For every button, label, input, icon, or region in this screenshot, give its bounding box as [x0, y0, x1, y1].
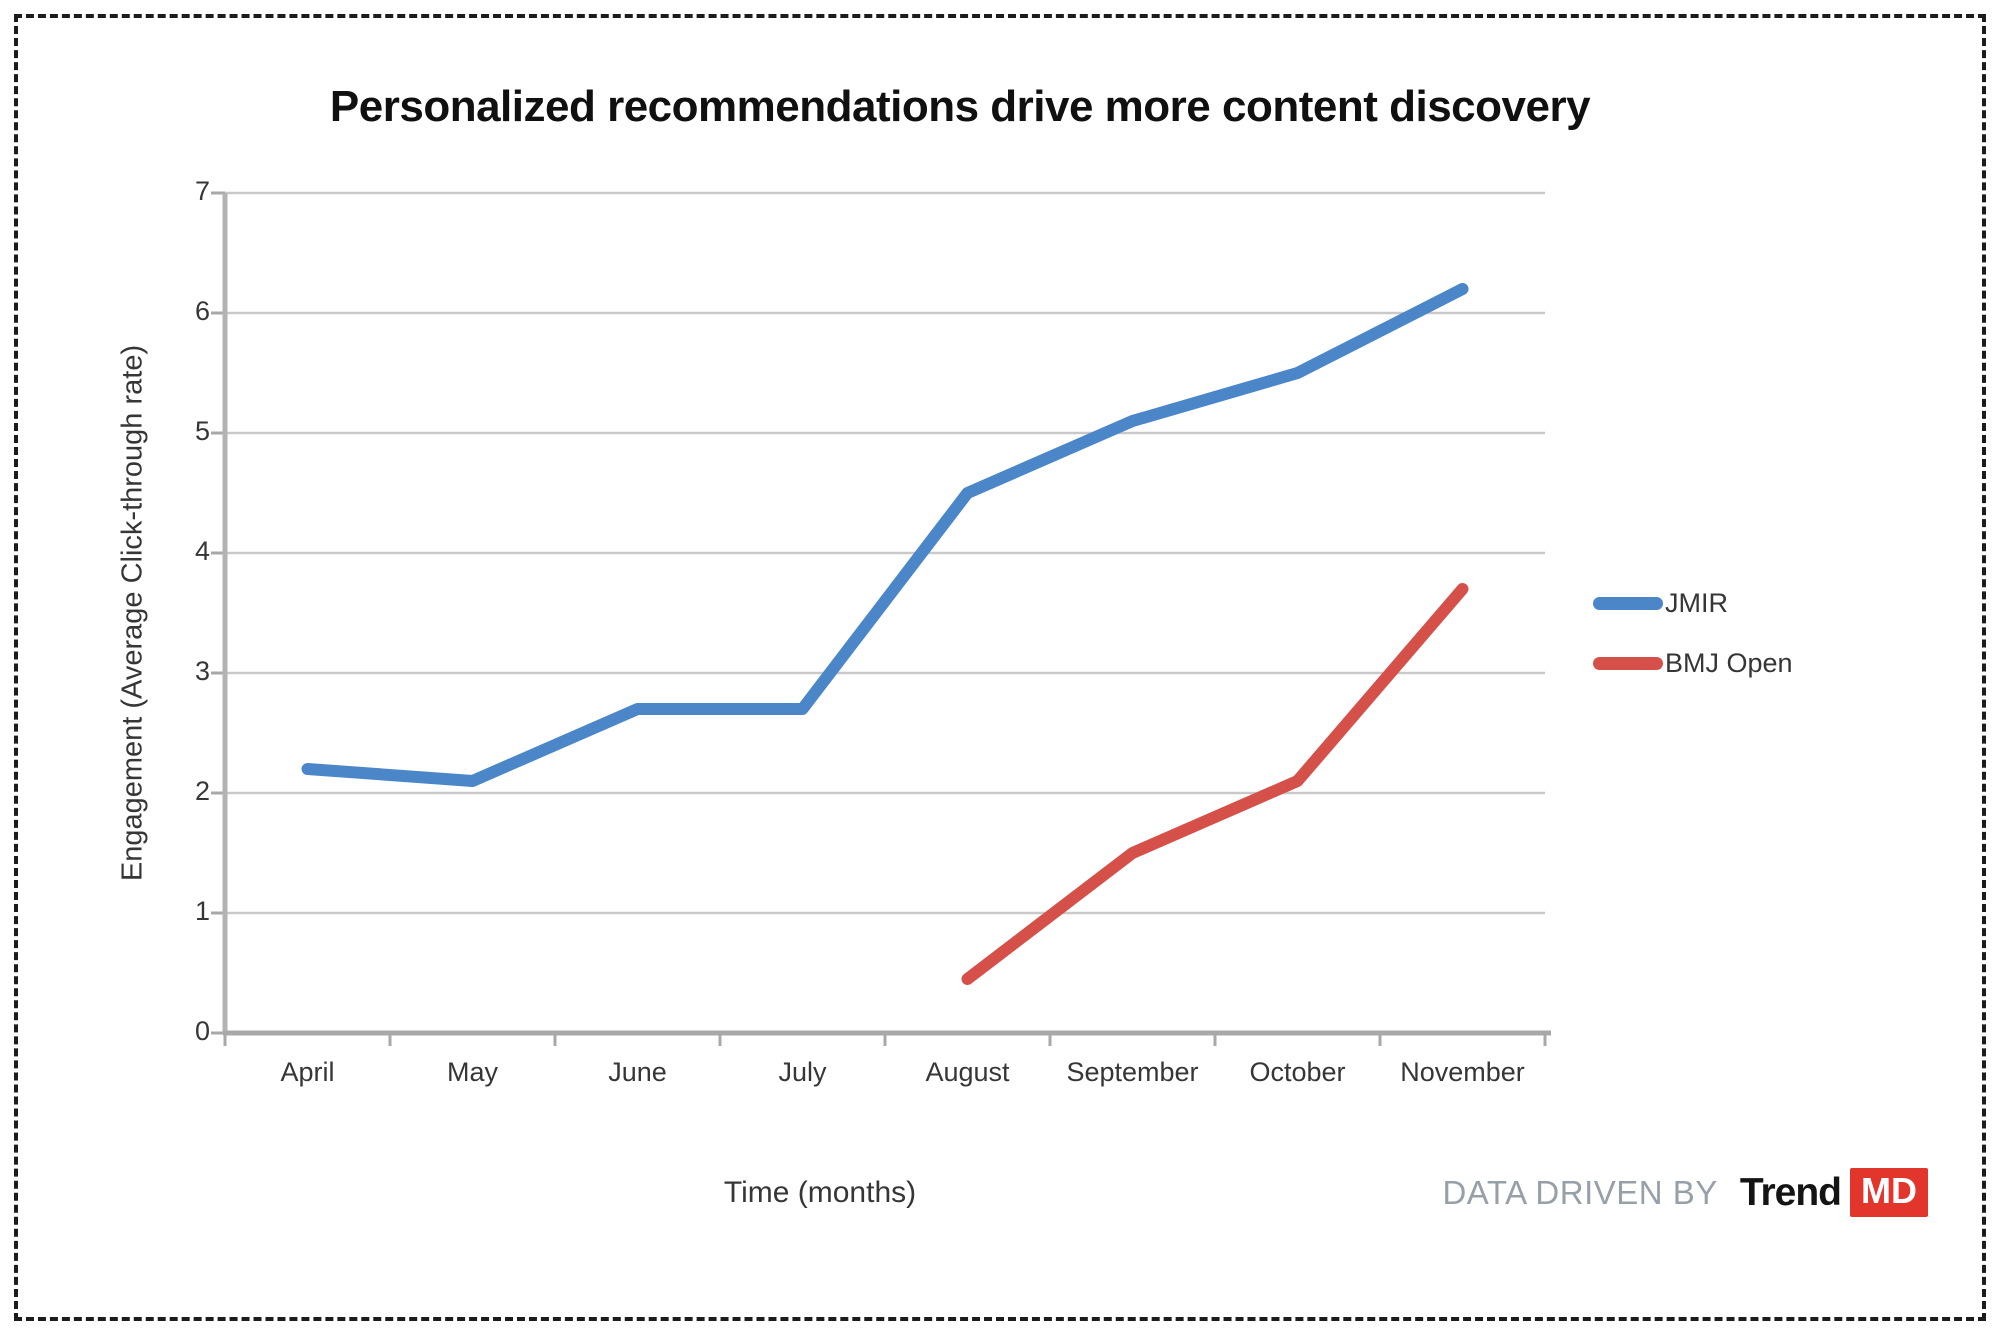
y-axis-title: Engagement (Average Click-through rate) — [116, 344, 149, 882]
bmj-open-series-line — [961, 583, 1469, 985]
y-tick-label: 0 — [194, 1016, 210, 1046]
legend-swatch — [1593, 656, 1663, 670]
legend-item: JMIR — [1593, 586, 1793, 620]
x-tick-label: April — [280, 1057, 335, 1087]
x-axis-title: Time (months) — [723, 1176, 917, 1209]
jmir-series-line — [301, 283, 1469, 787]
x-tick-label: June — [608, 1057, 667, 1087]
attribution-text: DATA DRIVEN BY — [1442, 1173, 1718, 1211]
x-tick-label: May — [446, 1057, 498, 1087]
x-tick-label: July — [778, 1057, 827, 1087]
legend-label: JMIR — [1665, 587, 1728, 618]
trendmd-logo: Trend MD — [1740, 1168, 1928, 1217]
x-tick-label: September — [1066, 1057, 1199, 1087]
y-tick-label: 1 — [194, 896, 210, 926]
y-tick-label: 2 — [194, 776, 210, 806]
legend-label: BMJ Open — [1665, 647, 1793, 678]
footer: DATA DRIVEN BY Trend MD — [1442, 1168, 1928, 1217]
y-tick-label: 3 — [194, 656, 210, 686]
x-tick-label: November — [1400, 1057, 1525, 1087]
legend-item: BMJ Open — [1593, 646, 1793, 680]
chart-title: Personalized recommendations drive more … — [329, 82, 1591, 131]
x-tick-label: August — [925, 1057, 1010, 1087]
y-tick-label: 5 — [194, 416, 210, 446]
legend: JMIR BMJ Open — [1593, 586, 1793, 706]
y-tick-label: 4 — [194, 536, 210, 566]
y-tick-label: 7 — [194, 176, 210, 206]
x-tick-label: October — [1249, 1057, 1346, 1087]
legend-swatch — [1593, 596, 1663, 610]
y-tick-label: 6 — [194, 296, 210, 326]
logo-md-badge: MD — [1850, 1168, 1928, 1217]
logo-trend-text: Trend — [1739, 1170, 1842, 1214]
